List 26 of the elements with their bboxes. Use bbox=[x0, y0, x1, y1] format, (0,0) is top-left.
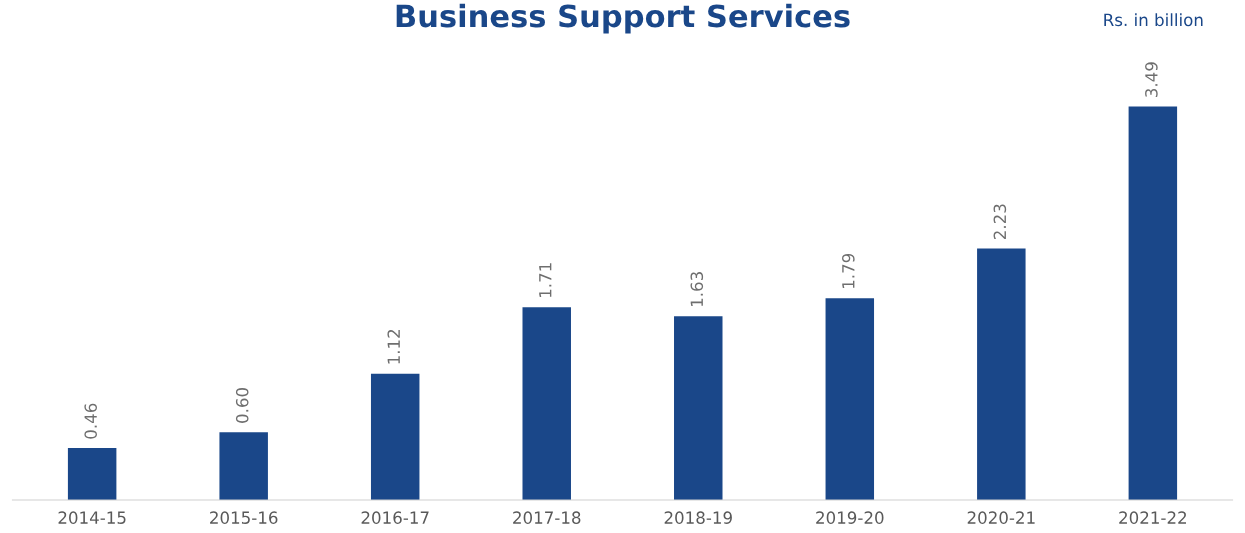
data-label: 0.60 bbox=[235, 387, 249, 423]
data-label: 1.71 bbox=[539, 263, 552, 298]
data-label: 0.46 bbox=[84, 403, 97, 439]
data-label: 1.79 bbox=[842, 253, 855, 289]
x-tick-label: 2019-20 bbox=[816, 511, 884, 524]
bar bbox=[219, 432, 268, 500]
data-label: 1.63 bbox=[690, 272, 704, 307]
x-tick-label: 2014-15 bbox=[58, 511, 126, 524]
bar bbox=[1128, 106, 1178, 500]
data-label: 3.49 bbox=[1145, 62, 1158, 97]
data-label: 2.23 bbox=[993, 204, 1007, 240]
bar bbox=[674, 316, 723, 500]
x-tick-label: 2018-19 bbox=[664, 511, 732, 524]
x-tick-label: 2020-21 bbox=[967, 511, 1035, 524]
bar bbox=[825, 298, 875, 500]
data-label: 1.12 bbox=[387, 329, 400, 364]
bar bbox=[67, 448, 117, 500]
x-tick-label: 2016-17 bbox=[361, 511, 429, 524]
bar bbox=[977, 248, 1026, 500]
x-tick-label: 2015-16 bbox=[210, 511, 278, 524]
x-tick-label: 2021-22 bbox=[1119, 511, 1186, 524]
bar bbox=[370, 373, 420, 500]
bar bbox=[522, 307, 571, 500]
x-tick-label: 2017-18 bbox=[513, 511, 581, 524]
chart-title: Business Support Services bbox=[396, 3, 850, 34]
text: Rs. in billion bbox=[1104, 13, 1203, 27]
